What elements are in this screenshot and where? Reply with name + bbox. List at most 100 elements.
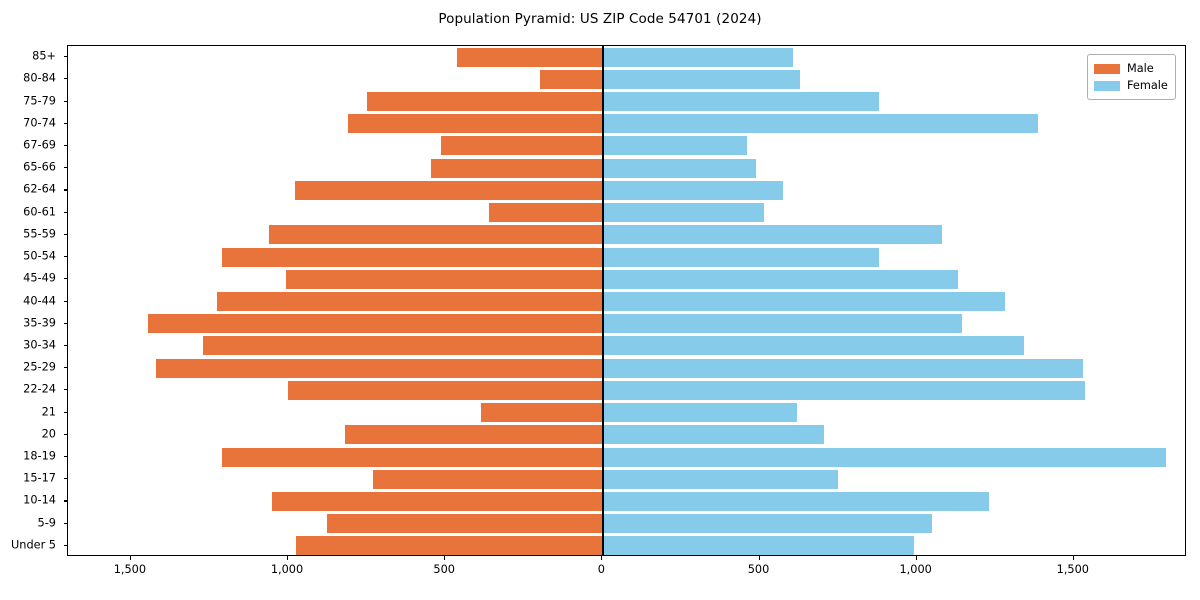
y-tick-label: 60-61 <box>23 205 56 219</box>
y-tick-mark <box>63 78 67 80</box>
y-tick-mark <box>63 544 67 546</box>
y-tick-mark <box>63 367 67 369</box>
y-tick-label: 50-54 <box>23 249 56 263</box>
y-tick-label: 20 <box>41 427 56 441</box>
y-tick-mark <box>63 167 67 169</box>
y-tick-mark <box>63 300 67 302</box>
legend-item[interactable]: Female <box>1094 77 1168 94</box>
bar-female <box>602 47 793 67</box>
y-tick-label: 75-79 <box>23 94 56 108</box>
bar-female <box>602 403 798 423</box>
bar-male <box>217 292 603 311</box>
bar-male <box>295 180 603 200</box>
y-tick-label: 18-19 <box>23 449 56 463</box>
bar-female <box>602 425 824 445</box>
y-tick-mark <box>63 144 67 147</box>
bar-male <box>203 336 603 356</box>
bar-male <box>347 114 603 134</box>
bar-female <box>602 292 1005 311</box>
y-tick-mark <box>63 478 67 480</box>
x-tick-mark <box>915 556 917 560</box>
legend-label: Male <box>1127 62 1154 75</box>
y-tick-mark <box>63 433 67 435</box>
bar-female <box>602 180 784 200</box>
bar-male <box>540 69 603 89</box>
bar-female <box>602 114 1038 134</box>
y-tick-mark <box>63 233 67 235</box>
bar-female <box>602 514 933 534</box>
y-tick-mark <box>63 500 67 502</box>
bar-male <box>295 536 603 556</box>
x-tick-label: 1,500 <box>1056 563 1089 576</box>
x-tick-label: 1,000 <box>899 563 932 576</box>
y-tick-label: 25-29 <box>23 360 56 374</box>
bar-male <box>344 425 603 445</box>
legend: Male Female <box>1087 54 1176 100</box>
y-tick-label: 85+ <box>32 49 56 63</box>
y-tick-mark <box>63 411 67 413</box>
y-tick-mark <box>63 122 67 124</box>
bar-male <box>366 92 603 112</box>
bar-female <box>602 92 879 112</box>
y-tick-label: 15-17 <box>23 471 56 485</box>
bar-female <box>602 469 839 489</box>
bar-female <box>602 225 942 245</box>
bar-female <box>602 314 963 334</box>
bar-male <box>489 203 603 223</box>
y-tick-mark <box>63 278 67 280</box>
y-tick-mark <box>63 389 67 391</box>
x-tick-label: 500 <box>433 563 455 576</box>
y-tick-label: 30-34 <box>23 338 56 352</box>
x-tick-mark <box>758 556 760 560</box>
bar-female <box>602 447 1166 467</box>
legend-swatch-icon <box>1094 63 1120 74</box>
y-tick-label: 22-24 <box>23 382 56 396</box>
bar-female <box>602 247 879 267</box>
x-tick-mark <box>287 556 289 560</box>
bar-female <box>602 380 1085 400</box>
y-tick-label: 10-14 <box>23 493 56 507</box>
bar-male <box>431 158 603 178</box>
y-tick-mark <box>63 211 67 213</box>
y-tick-mark <box>63 322 67 324</box>
bar-male <box>222 447 603 467</box>
y-tick-mark <box>63 56 67 58</box>
bar-male <box>441 136 603 156</box>
bar-female <box>602 136 747 156</box>
y-tick-mark <box>63 100 67 102</box>
y-tick-label: 35-39 <box>23 316 56 330</box>
bar-male <box>156 358 603 378</box>
y-tick-label: 80-84 <box>23 71 56 85</box>
y-tick-label: 40-44 <box>23 294 56 307</box>
x-tick-label: 0 <box>597 563 605 576</box>
x-tick-mark <box>129 556 131 560</box>
y-tick-label: 45-49 <box>23 271 56 285</box>
y-tick-mark <box>63 344 67 347</box>
bar-male <box>272 491 603 511</box>
y-tick-mark <box>63 522 67 524</box>
x-tick-mark <box>601 556 603 560</box>
legend-swatch-icon <box>1094 80 1120 91</box>
y-tick-mark <box>63 256 67 258</box>
bar-female <box>602 491 989 511</box>
x-tick-label: 500 <box>747 563 770 576</box>
legend-label: Female <box>1127 79 1168 92</box>
bar-female <box>602 69 801 89</box>
bar-male <box>327 514 603 534</box>
bar-female <box>602 203 765 223</box>
bar-female <box>602 536 914 556</box>
plot-area <box>67 45 1186 556</box>
legend-item[interactable]: Male <box>1094 60 1168 77</box>
y-tick-label: Under 5 <box>11 538 56 552</box>
bar-male <box>222 247 603 267</box>
y-axis: 85+ 80-84 75-79 70-74 67-69 65-66 62-64 60-61 55… <box>0 45 62 556</box>
bar-female <box>602 358 1084 378</box>
x-tick-label: 1,000 <box>270 563 304 576</box>
y-tick-label: 5-9 <box>37 516 56 530</box>
chart-title: Population Pyramid: US ZIP Code 54701 (2… <box>438 11 762 27</box>
y-tick-label: 70-74 <box>23 116 56 130</box>
bar-male <box>269 225 603 245</box>
bar-female <box>602 269 958 289</box>
y-tick-mark <box>63 189 67 191</box>
bar-male <box>288 380 603 400</box>
